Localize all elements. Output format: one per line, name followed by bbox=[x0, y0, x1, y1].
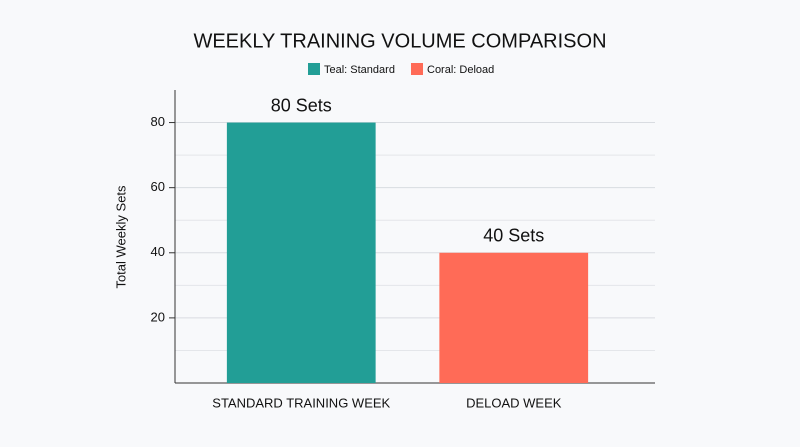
bar bbox=[439, 252, 589, 383]
y-tick-label: 60 bbox=[151, 179, 165, 194]
y-tick-label: 40 bbox=[151, 244, 165, 259]
y-axis-label: Total Weekly Sets bbox=[113, 185, 128, 289]
chart-title: WEEKLY TRAINING VOLUME COMPARISON bbox=[193, 30, 606, 52]
legend-label: Coral: Deload bbox=[427, 64, 494, 76]
legend-label: Teal: Standard bbox=[324, 64, 395, 76]
data-label: 80 Sets bbox=[271, 95, 332, 115]
x-tick-label: DELOAD WEEK bbox=[466, 395, 562, 410]
data-label: 40 Sets bbox=[483, 226, 544, 246]
y-tick-label: 80 bbox=[151, 114, 165, 129]
legend-swatch bbox=[411, 63, 423, 75]
legend-swatch bbox=[308, 63, 320, 75]
x-tick-label: STANDARD TRAINING WEEK bbox=[212, 395, 390, 410]
bar bbox=[226, 122, 376, 384]
y-tick-label: 20 bbox=[151, 309, 165, 324]
